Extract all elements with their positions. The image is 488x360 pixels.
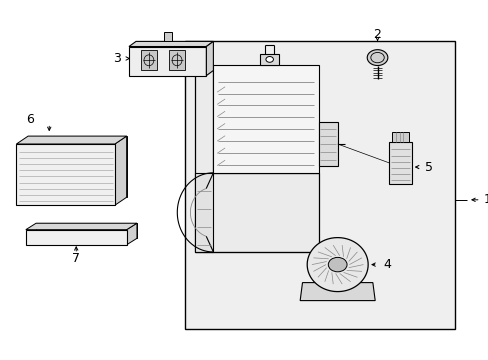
Text: 1: 1 [483,193,488,206]
Text: 5: 5 [425,161,432,174]
Bar [168,50,185,70]
Polygon shape [26,223,137,230]
Text: 4: 4 [383,258,391,271]
Text: 3: 3 [113,52,121,65]
Polygon shape [129,46,206,76]
Bar [185,41,454,329]
Polygon shape [17,144,115,205]
Text: 6: 6 [26,113,34,126]
Bar [318,122,337,166]
Polygon shape [129,41,213,46]
Polygon shape [26,230,126,245]
Polygon shape [206,41,213,76]
Bar [260,54,279,65]
Polygon shape [366,50,387,66]
Bar [388,142,411,184]
Polygon shape [126,223,137,245]
Bar [163,32,172,41]
Polygon shape [300,283,374,301]
Bar [391,132,408,142]
Text: 7: 7 [72,252,80,265]
Polygon shape [213,65,318,173]
Polygon shape [306,238,367,292]
Polygon shape [36,223,137,238]
Polygon shape [28,136,126,197]
Polygon shape [194,65,318,252]
Circle shape [265,57,273,62]
Polygon shape [17,136,126,144]
Polygon shape [115,136,126,205]
Text: 2: 2 [373,28,381,41]
Bar [141,50,157,70]
Polygon shape [194,173,213,252]
Circle shape [327,257,346,272]
